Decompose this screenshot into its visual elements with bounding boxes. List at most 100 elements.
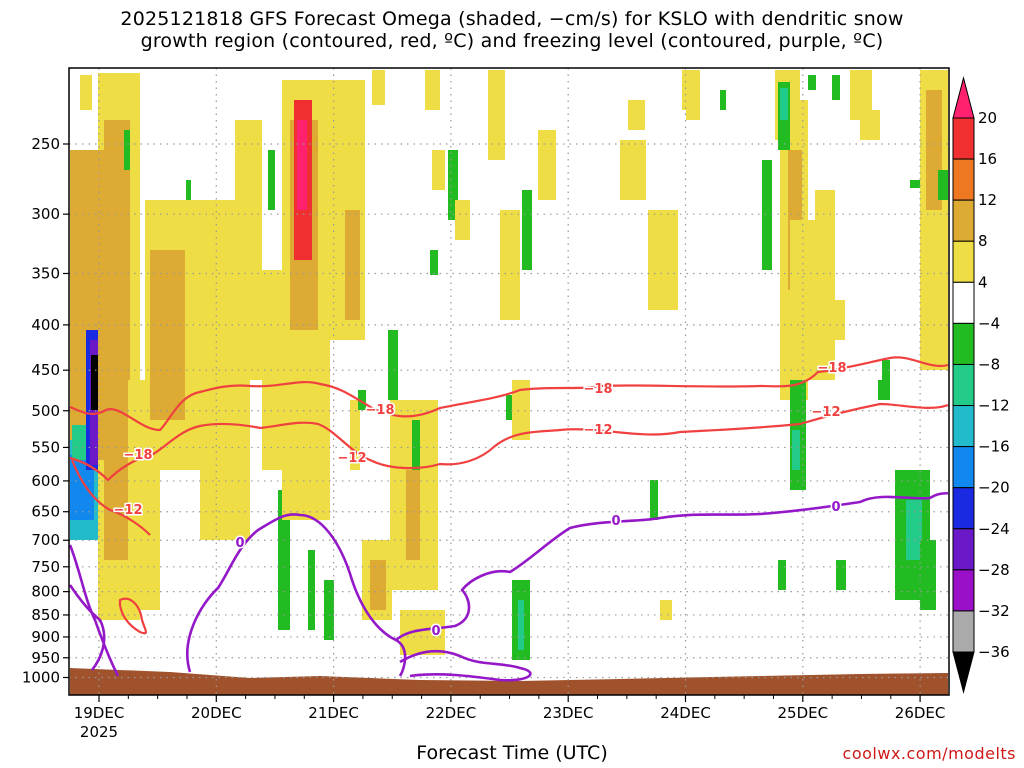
colorbar-box: [952, 240, 975, 283]
dgz-contour-label: −18: [124, 448, 153, 463]
y-tick-label: 1000: [22, 669, 60, 687]
x-tick-label: 19DEC: [74, 704, 125, 722]
freezing-contour-label: 0: [431, 624, 440, 639]
dgz-contour-label: −12: [584, 423, 613, 438]
omega-patch: [910, 180, 920, 188]
freezing-contour-label: 0: [611, 514, 620, 529]
omega-patch: [410, 620, 428, 650]
omega-patch: [110, 75, 125, 100]
y-axis: 250 300 350 400 450 500 550 600 650 700 750 800 850 9…: [22, 135, 69, 687]
x-tick-label: 26DEC: [895, 704, 946, 722]
y-tick-label: 750: [31, 558, 60, 576]
omega-patch: [820, 300, 845, 340]
freezing-contour-label: 0: [235, 536, 244, 551]
omega-patch: [815, 190, 835, 260]
omega-patch: [686, 95, 700, 120]
omega-patch: [350, 400, 360, 470]
colorbar-label: −36: [978, 643, 1010, 661]
omega-patch: [938, 170, 948, 200]
freezing-contour: [399, 649, 532, 682]
y-tick-label: 700: [31, 531, 60, 549]
omega-patch: [648, 210, 678, 310]
credit-link[interactable]: coolwx.com/modelts: [842, 744, 1016, 763]
y-tick-label: 850: [31, 606, 60, 624]
omega-patch: [778, 560, 786, 590]
freezing-contour-label: 0: [831, 500, 840, 515]
omega-shading: [70, 70, 948, 660]
omega-patch: [297, 120, 307, 210]
colorbar-box: [952, 158, 975, 201]
omega-patch: [455, 200, 470, 240]
omega-patch: [650, 480, 658, 520]
omega-patch: [406, 470, 420, 560]
x-year-label: 2025: [80, 723, 118, 741]
dgz-contour-label: −12: [812, 405, 841, 420]
dgz-contour: [70, 459, 151, 536]
omega-patch: [425, 70, 440, 110]
colorbar-label: −12: [978, 397, 1010, 415]
omega-patch: [412, 420, 420, 470]
omega-patch: [324, 580, 334, 640]
y-tick-label: 300: [31, 205, 60, 223]
freezing-contour: [395, 491, 949, 642]
colorbar-label: −28: [978, 561, 1010, 579]
omega-patch: [878, 380, 884, 400]
y-tick-label: 450: [31, 361, 60, 379]
omega-patch: [882, 360, 890, 400]
x-tick-label: 24DEC: [660, 704, 711, 722]
omega-patch: [720, 90, 726, 110]
colorbar-box: [952, 322, 975, 365]
contour-lines: −18 −18 −18 −18 −12 −12 −12 −12 0 0 0 0: [68, 356, 949, 682]
x-tick-label: 20DEC: [191, 704, 242, 722]
omega-patch: [762, 160, 772, 270]
omega-patch: [506, 395, 512, 420]
omega-patch: [268, 150, 275, 210]
colorbar-label: −8: [978, 355, 1000, 373]
y-tick-label: 900: [31, 628, 60, 646]
colorbar-label: 20: [978, 109, 997, 127]
omega-patch: [660, 600, 672, 620]
omega-patch: [358, 390, 366, 410]
omega-patch: [308, 550, 315, 630]
x-axis: 19DEC 20DEC 21DEC 22DEC 23DEC 24DEC 25DEC 26DEC…: [74, 695, 946, 741]
omega-patch: [780, 88, 788, 120]
omega-patch: [850, 70, 872, 120]
omega-patch: [345, 210, 360, 320]
omega-patch: [91, 355, 98, 410]
dgz-contour: [118, 597, 147, 635]
x-tick-label: 22DEC: [426, 704, 477, 722]
dgz-contour-label: −12: [338, 451, 367, 466]
omega-patch: [388, 330, 398, 400]
y-tick-label: 350: [31, 264, 60, 282]
omega-patch: [488, 70, 505, 160]
dgz-contour: [69, 402, 949, 482]
freezing-contour: [186, 513, 407, 677]
omega-patch: [860, 110, 880, 140]
omega-patch: [792, 430, 800, 470]
colorbar-max-triangle: [952, 76, 975, 119]
omega-patch: [124, 130, 130, 170]
x-tick-label: 23DEC: [543, 704, 594, 722]
omega-patch: [832, 75, 840, 100]
omega-patch: [620, 140, 646, 200]
x-tick-label: 25DEC: [778, 704, 829, 722]
colorbar-box: [952, 446, 975, 489]
omega-patch: [370, 560, 386, 610]
omega-patch: [906, 500, 922, 560]
omega-patch: [235, 120, 262, 380]
chart-title-line-1: 2025121818 GFS Forecast Omega (shaded, −…: [120, 8, 904, 30]
chart-title-line-2: growth region (contoured, red, ºC) and f…: [140, 30, 884, 52]
plot-frame: [68, 67, 950, 696]
y-tick-label: 500: [31, 402, 60, 420]
colorbar-box: [952, 117, 975, 160]
omega-patch: [236, 290, 250, 330]
y-tick-label: 250: [31, 135, 60, 153]
colorbar-box: [952, 569, 975, 612]
dgz-contour-label: −12: [114, 503, 143, 518]
x-axis-label: Forecast Time (UTC): [416, 742, 608, 764]
colorbar-label: 16: [978, 150, 997, 168]
omega-patch: [500, 210, 520, 320]
omega-patch: [80, 75, 92, 110]
colorbar-box: [952, 610, 975, 653]
